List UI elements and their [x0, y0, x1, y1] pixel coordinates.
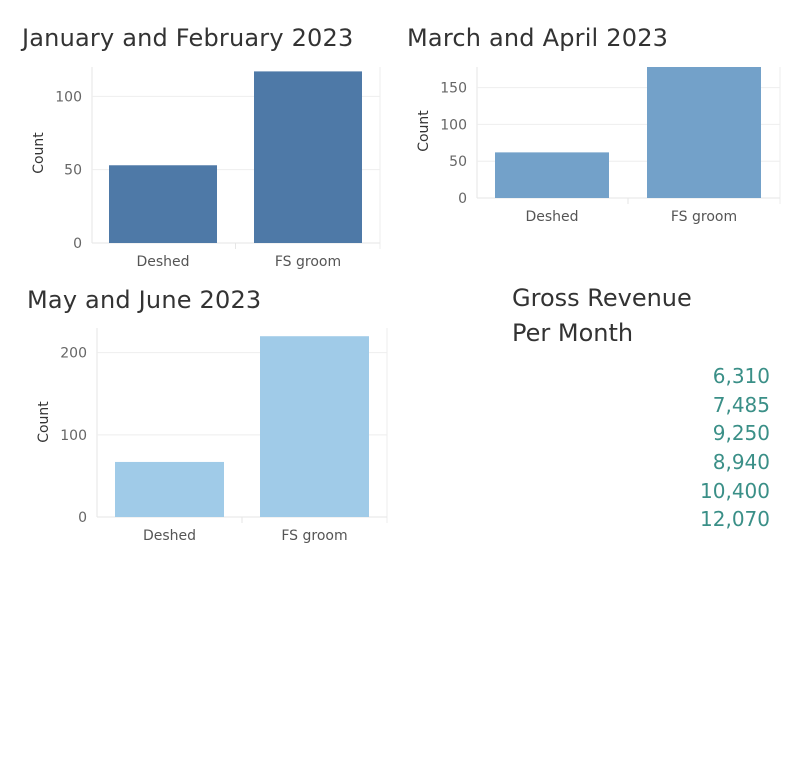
y-tick-label: 100 [60, 428, 87, 444]
revenue-value: 6,310 [712, 364, 770, 388]
revenue-title-line2: Per Month [512, 319, 634, 347]
revenue-value: 12,070 [700, 507, 770, 532]
bar-fs-groom [647, 67, 761, 198]
revenue-list: 6,310 7,485 9,250 8,940 10,400 12,070 [600, 362, 770, 534]
y-tick-label: 0 [458, 191, 467, 207]
revenue-value: 10,400 [700, 478, 770, 503]
x-tick-label: Deshed [525, 209, 578, 225]
y-axis-label: Count [416, 110, 432, 152]
revenue-title: Gross Revenue Per Month [512, 281, 692, 351]
y-tick-label: 0 [73, 236, 82, 252]
revenue-title-line1: Gross Revenue [512, 284, 692, 312]
bar-deshed [115, 461, 224, 517]
chart-title: May and June 2023 [27, 286, 262, 314]
y-tick-label: 150 [440, 81, 467, 97]
bar-fs-groom [260, 336, 369, 517]
x-tick-label: Deshed [143, 528, 196, 544]
x-tick-label: Deshed [136, 254, 189, 270]
x-tick-label: FS groom [671, 209, 737, 225]
revenue-value: 8,940 [712, 450, 770, 475]
revenue-value: 9,250 [712, 421, 770, 446]
y-tick-label: 100 [440, 117, 467, 133]
bar-deshed [495, 152, 609, 198]
x-tick-label: FS groom [281, 528, 347, 544]
y-tick-label: 50 [449, 154, 467, 170]
y-tick-label: 100 [55, 89, 82, 105]
revenue-value: 7,485 [712, 392, 770, 417]
y-axis-label: Count [36, 401, 52, 443]
chart-title: March and April 2023 [407, 24, 669, 52]
y-tick-label: 0 [78, 510, 87, 526]
chart-title: January and February 2023 [22, 24, 354, 52]
bar-deshed [109, 165, 217, 243]
x-tick-label: FS groom [275, 254, 341, 270]
y-axis-label: Count [31, 132, 47, 174]
y-tick-label: 50 [64, 163, 82, 179]
bar-fs-groom [254, 71, 362, 244]
y-tick-label: 200 [60, 346, 87, 362]
